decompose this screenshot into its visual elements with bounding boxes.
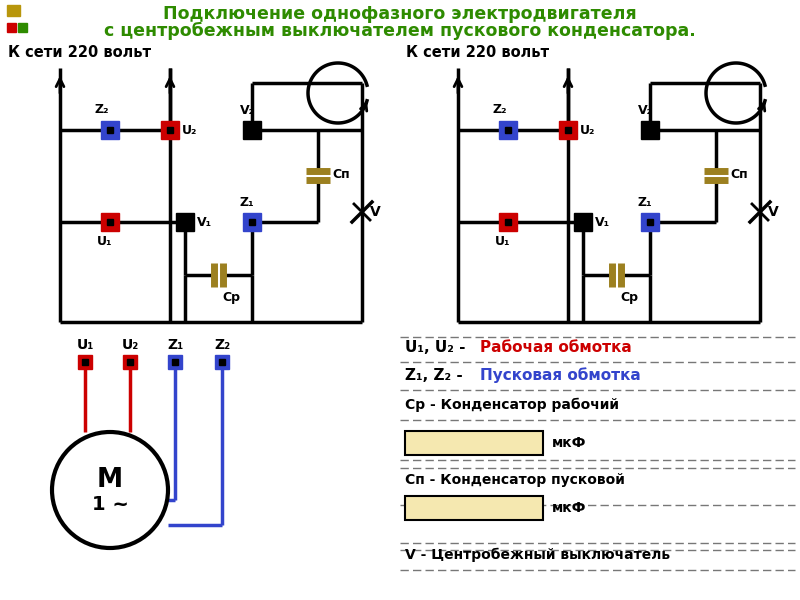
Text: U₁: U₁ [495,235,510,248]
Text: с центробежным выключателем пускового конденсатора.: с центробежным выключателем пускового ко… [104,22,696,40]
Bar [123,355,137,369]
Text: V₁: V₁ [197,215,212,229]
Text: V₂: V₂ [638,104,653,117]
Bar [243,213,261,231]
Text: К сети 220 вольт: К сети 220 вольт [8,45,151,60]
Text: Z₁: Z₁ [638,196,652,209]
Text: Z₂: Z₂ [214,338,230,352]
Text: U₂: U₂ [182,124,198,136]
Bar [505,127,511,133]
Bar [574,213,592,231]
Bar [176,213,194,231]
Bar [499,121,517,139]
Text: Подключение однофазного электродвигателя: Подключение однофазного электродвигателя [163,5,637,23]
Bar [7,5,20,16]
Bar [646,218,654,226]
Bar [215,355,229,369]
Text: U₂: U₂ [580,124,595,136]
Text: Сп - Конденсатор пусковой: Сп - Конденсатор пусковой [405,473,625,487]
Text: U₁, U₂ -: U₁, U₂ - [405,340,470,355]
Bar [641,121,659,139]
Bar [219,359,225,365]
Bar [18,23,27,32]
Text: мкФ: мкФ [552,436,586,450]
Bar [243,121,261,139]
Bar [641,213,659,231]
Text: U₁: U₁ [76,338,94,352]
Text: Z₂: Z₂ [94,103,110,116]
Bar [505,218,511,226]
Bar [106,218,114,226]
Text: М: М [97,467,123,493]
Bar [7,23,16,32]
Text: Z₁: Z₁ [240,196,254,209]
Bar [249,218,255,226]
Bar [499,213,517,231]
Text: Cр: Cр [222,291,240,304]
Bar [161,121,179,139]
Bar [168,355,182,369]
Text: Cп: Cп [332,169,350,181]
Text: U₁: U₁ [98,235,113,248]
Bar [101,121,119,139]
FancyBboxPatch shape [405,431,543,455]
Bar [559,121,577,139]
Text: Z₁, Z₂ -: Z₁, Z₂ - [405,367,468,383]
Bar [127,359,133,365]
Text: Cр: Cр [620,291,638,304]
Bar [101,213,119,231]
Text: Ср - Конденсатор рабочий: Ср - Конденсатор рабочий [405,398,619,412]
Text: V₁: V₁ [595,215,610,229]
Text: V: V [370,205,381,219]
Text: Рабочая обмотка: Рабочая обмотка [480,340,632,355]
Text: U₂: U₂ [122,338,138,352]
Text: V₂: V₂ [239,104,254,117]
Bar [78,355,92,369]
Text: 1 ~: 1 ~ [91,494,129,514]
Text: мкФ: мкФ [552,501,586,515]
Text: Z₂: Z₂ [493,103,507,116]
Text: V - Центробежный выключатель: V - Центробежный выключатель [405,548,670,562]
Bar [172,359,178,365]
Bar [82,359,88,365]
FancyBboxPatch shape [405,496,543,520]
Text: Z₁: Z₁ [167,338,183,352]
Bar [166,127,174,133]
Text: Cп: Cп [730,169,748,181]
Bar [106,127,114,133]
Text: К сети 220 вольт: К сети 220 вольт [406,45,549,60]
Text: V: V [768,205,778,219]
Bar [565,127,571,133]
Text: Пусковая обмотка: Пусковая обмотка [480,367,641,383]
